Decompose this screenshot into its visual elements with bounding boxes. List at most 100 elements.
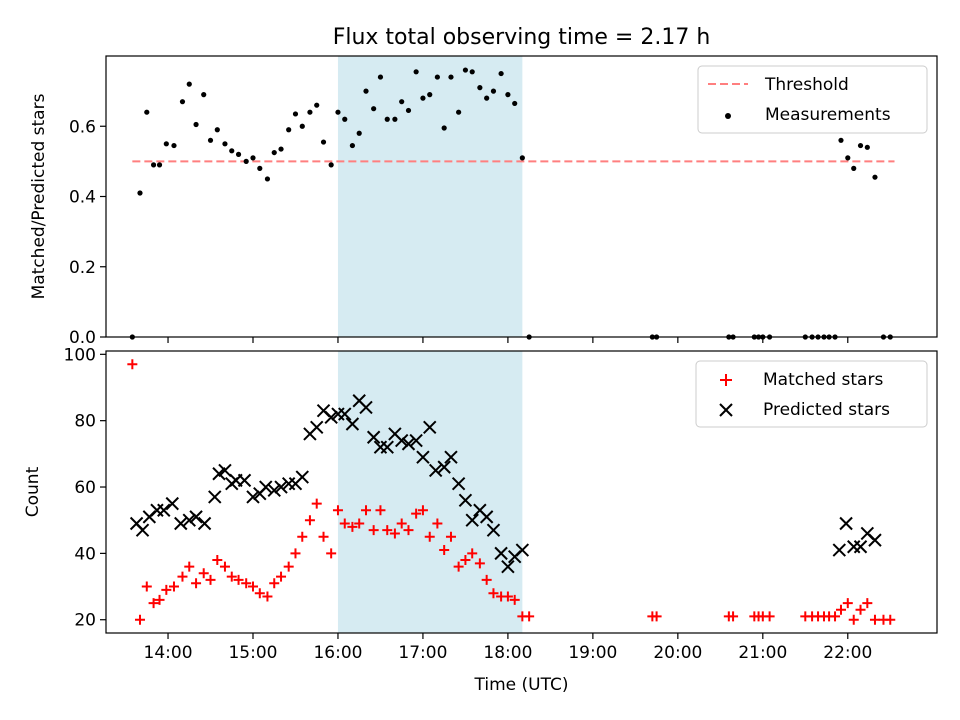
- bottom-x-tick-label: 20:00: [653, 643, 702, 663]
- matched-star-point: [290, 548, 301, 559]
- top-shaded-span: [337, 56, 523, 337]
- predicted-star-point: [338, 407, 352, 421]
- predicted-star-point: [359, 400, 373, 415]
- predicted-star-point: [444, 450, 458, 464]
- bottom-axes-frame: [105, 350, 938, 634]
- matched-star-point: [830, 611, 841, 622]
- predicted-star-point: [401, 437, 416, 451]
- matched-star-point: [869, 614, 880, 625]
- measurement-point: [434, 74, 440, 80]
- matched-star-point: [417, 505, 428, 516]
- predicted-star-point: [197, 516, 212, 531]
- top-y-tick-label: 0.6: [69, 117, 96, 137]
- measurement-point: [137, 190, 143, 196]
- matched-star-point: [842, 598, 853, 609]
- measurement-point: [342, 116, 348, 122]
- matched-star-point: [283, 561, 294, 572]
- matched-star-point: [226, 571, 237, 582]
- measurement-point: [286, 127, 292, 133]
- matched-star-point: [148, 598, 159, 609]
- predicted-star-point: [135, 523, 150, 537]
- bottom-y-ticks: 20 40 60 80 100: [64, 345, 106, 631]
- matched-star-point: [297, 531, 308, 542]
- top-y-tick-label: 0.0: [69, 328, 96, 348]
- measurement-point: [872, 174, 878, 180]
- predicted-star-point: [458, 493, 473, 508]
- measurement-point: [144, 109, 150, 115]
- predicted-star-point: [416, 450, 430, 464]
- predicted-star-point: [295, 470, 309, 484]
- top-y-tick-label: 0.2: [69, 258, 96, 278]
- bottom-x-ticks: 14:00 15:00 16:00 17:00 18:00 19:00 20:00 21:00…: [144, 633, 872, 663]
- predicted-star-point: [174, 516, 188, 531]
- bottom-shaded-span: [337, 351, 523, 633]
- legend-measurements-swatch: [725, 113, 731, 119]
- measurement-point: [356, 130, 362, 136]
- measurement-point: [519, 155, 525, 161]
- measurement-point: [413, 69, 419, 75]
- measurement-point: [392, 116, 398, 122]
- predicted-star-point: [423, 420, 437, 435]
- top-y-tick-label: 0.4: [69, 188, 96, 208]
- measurement-point: [264, 176, 271, 182]
- legend-threshold-label: Threshold: [764, 75, 849, 95]
- measurement-point: [328, 162, 334, 168]
- matched-star-point: [502, 591, 513, 602]
- matched-star-point: [247, 581, 258, 592]
- matched-star-point: [467, 548, 478, 559]
- measurement-point: [427, 92, 433, 98]
- matched-star-point: [304, 515, 315, 526]
- matched-star-point: [198, 568, 209, 579]
- matched-star-point: [233, 574, 244, 585]
- predicted-star-point: [366, 430, 381, 444]
- chart-title: Flux total observing time = 2.17 h: [333, 25, 711, 50]
- predicted-star-point: [324, 410, 338, 425]
- bottom-legend-box: [695, 360, 928, 428]
- measurement-point: [490, 88, 497, 94]
- measurement-point: [222, 141, 228, 147]
- top-panel: 0.0 0.2 0.4 0.6 Matched/Predicted stars Thr…: [29, 55, 938, 348]
- matched-star-point: [885, 614, 896, 625]
- matched-star-points: [127, 359, 896, 625]
- measurement-point: [193, 121, 199, 128]
- predicted-star-point: [274, 480, 288, 494]
- legend-matched-label: Matched stars: [763, 370, 883, 390]
- matched-star-point: [354, 518, 365, 529]
- measurement-point: [456, 109, 462, 115]
- matched-star-point: [424, 531, 435, 542]
- measurement-point: [377, 74, 384, 80]
- matched-star-point: [276, 571, 287, 582]
- top-legend: Threshold Measurements: [697, 65, 928, 134]
- measurement-point: [278, 146, 284, 152]
- predicted-star-point: [832, 543, 846, 557]
- predicted-star-point: [451, 476, 466, 491]
- measurement-point: [186, 81, 192, 87]
- measurement-point: [179, 99, 186, 105]
- bottom-x-tick-label: 17:00: [398, 643, 447, 663]
- bottom-y-tick-label: 40: [74, 544, 96, 564]
- matched-star-point: [432, 518, 443, 529]
- bottom-y-axis-label: Count: [23, 466, 43, 517]
- measurement-point: [462, 67, 469, 73]
- top-highlight-span: [337, 56, 523, 337]
- matched-star-point: [269, 578, 280, 589]
- measurement-point: [349, 142, 356, 149]
- bottom-x-tick-label: 15:00: [228, 643, 277, 663]
- matched-star-point: [488, 588, 499, 599]
- measurement-point: [420, 95, 426, 101]
- measurement-point: [320, 139, 327, 145]
- measurement-point: [292, 111, 299, 117]
- measurement-point: [207, 137, 214, 143]
- matched-star-point: [134, 614, 145, 625]
- predicted-star-point: [394, 433, 409, 448]
- measurement-point: [335, 109, 341, 115]
- predicted-star-point: [868, 533, 882, 547]
- measurement-point: [384, 116, 390, 122]
- measurement-point: [214, 127, 220, 133]
- matched-star-point: [460, 555, 471, 566]
- bottom-x-tick-label: 19:00: [568, 643, 617, 663]
- matched-star-point: [361, 505, 372, 516]
- measurement-point: [469, 69, 475, 75]
- bottom-x-tick-label: 21:00: [738, 643, 787, 663]
